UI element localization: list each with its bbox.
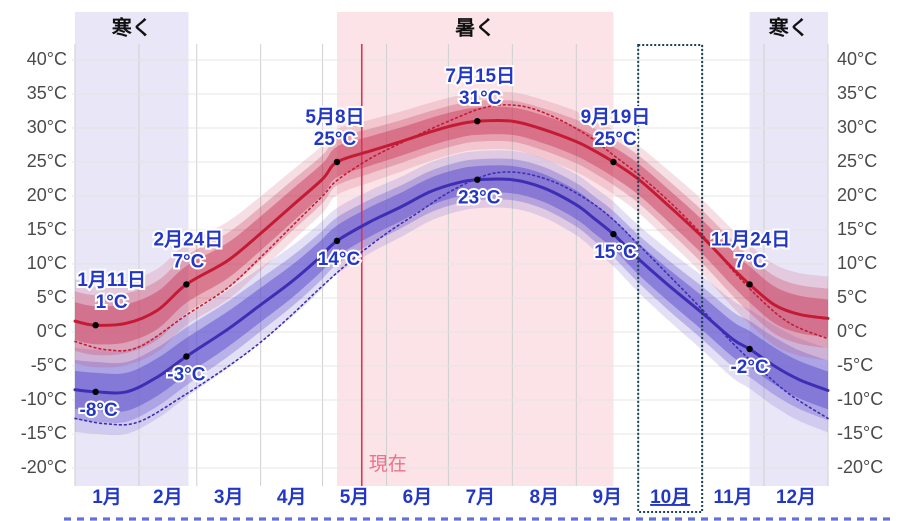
data-point-high-4 [610, 158, 617, 166]
y-tick-left: 5°C [37, 287, 67, 307]
y-tick-left: -15°C [21, 423, 67, 443]
y-tick-right: 0°C [837, 321, 867, 341]
y-tick-left: 10°C [27, 253, 67, 273]
curve-average_high [73, 118, 830, 327]
y-tick-left: 40°C [27, 49, 67, 69]
annotation-high-date-1: 2月24日 [154, 229, 224, 250]
y-tick-right: -5°C [837, 355, 873, 375]
x-tick-5月[interactable]: 5月 [340, 487, 370, 508]
data-point-high-3 [474, 118, 481, 125]
now-label: 現在 [369, 453, 407, 475]
y-tick-left: -20°C [21, 457, 67, 477]
x-tick-6月[interactable]: 6月 [403, 487, 433, 508]
annotation-high-date-4: 9月19日 [581, 107, 651, 128]
band-high-2 [75, 106, 828, 345]
curve-high_dotted [74, 104, 829, 352]
annotations: 1月11日1°C2月24日7°C5月8日25°C7月15日31°C9月19日25… [75, 64, 792, 423]
x-axis-labels: 1月 2月 3月 4月 5月 6月 7月 8月 9月 10月 11月 12月 [92, 487, 816, 508]
y-tick-right: 35°C [837, 83, 877, 103]
y-tick-right: 25°C [837, 151, 877, 171]
band-high-1 [75, 100, 828, 356]
data-point-low-4 [610, 230, 617, 238]
x-tick-7月[interactable]: 7月 [466, 487, 496, 508]
annotation-high-value-0: 1°C [96, 292, 128, 313]
x-tick-2月[interactable]: 2月 [153, 487, 183, 508]
x-tick-10月[interactable]: 10月 [650, 487, 690, 508]
y-tick-left: 0°C [37, 321, 67, 341]
data-point-high-0 [92, 322, 99, 329]
season-bands: 寒く 暑く 寒く [75, 12, 828, 486]
curve-average_low [73, 177, 830, 395]
y-tick-right: 5°C [837, 287, 867, 307]
annotation-low-value-5: -2°C [730, 357, 768, 378]
band-high-0 [75, 91, 828, 368]
y-tick-left: 25°C [27, 151, 67, 171]
y-axis-labels: 40°C 40°C 35°C 35°C 30°C 30°C 25°C 25°C 20°C 20°C… [21, 49, 883, 477]
season-band-hot [337, 12, 614, 486]
x-tick-1月[interactable]: 1月 [92, 487, 122, 508]
annotation-low-value-3: 23°C [458, 188, 501, 209]
y-tick-right: 10°C [837, 253, 877, 273]
data-point-high-2 [333, 158, 341, 166]
x-tick-12月[interactable]: 12月 [776, 487, 816, 508]
annotation-low-value-1: -3°C [167, 364, 205, 385]
x-tick-11月[interactable]: 11月 [714, 487, 753, 508]
season-band-cold [749, 12, 828, 486]
season-label: 暑く [455, 16, 495, 39]
annotation-high-date-2: 5月8日 [305, 107, 364, 128]
annotation-low-value-4: 15°C [594, 242, 637, 263]
y-tick-right: 30°C [837, 117, 877, 137]
annotation-low-value-2: 14°C [318, 249, 361, 270]
data-point-high-1 [183, 281, 190, 288]
y-tick-left: -5°C [31, 355, 67, 375]
y-tick-left: -10°C [21, 389, 67, 409]
annotation-high-value-1: 7°C [172, 251, 204, 272]
annotation-high-date-5: 11月24日 [711, 229, 790, 250]
annotation-high-date-0: 1月11日 [77, 270, 146, 291]
y-tick-left: 15°C [27, 219, 67, 239]
data-point-low-2 [333, 237, 341, 245]
data-point-low-5 [746, 345, 753, 353]
annotation-high-date-3: 7月15日 [445, 66, 515, 87]
data-point-low-0 [92, 388, 99, 396]
y-tick-left: 30°C [27, 117, 67, 137]
y-tick-right: 40°C [837, 49, 877, 69]
y-tick-right: 15°C [837, 219, 877, 239]
data-point-low-3 [474, 176, 481, 183]
season-label: 寒く [112, 15, 152, 39]
annotation-high-value-2: 25°C [314, 129, 357, 150]
data-point-low-1 [183, 353, 190, 360]
x-tick-8月[interactable]: 8月 [530, 487, 560, 508]
y-tick-right: -20°C [837, 457, 883, 477]
highlight-october-rect[interactable] [637, 44, 704, 513]
data-point-high-5 [746, 281, 753, 288]
x-tick-9月[interactable]: 9月 [592, 487, 622, 508]
band-low-2 [75, 165, 828, 413]
x-tick-3月[interactable]: 3月 [214, 487, 244, 508]
annotation-low-value-0: -8°C [80, 400, 118, 421]
y-tick-right: -10°C [837, 389, 883, 409]
now-marker: 現在 [360, 44, 407, 486]
y-tick-right: -15°C [837, 423, 883, 443]
annotation-high-value-5: 7°C [735, 251, 767, 272]
season-label: 寒く [769, 15, 809, 39]
annotation-high-value-3: 31°C [459, 88, 502, 109]
y-tick-left: 20°C [27, 185, 67, 205]
x-tick-4月[interactable]: 4月 [277, 487, 307, 508]
annotation-high-value-4: 25°C [594, 129, 637, 150]
y-tick-left: 35°C [27, 83, 67, 103]
y-tick-right: 20°C [837, 185, 877, 205]
